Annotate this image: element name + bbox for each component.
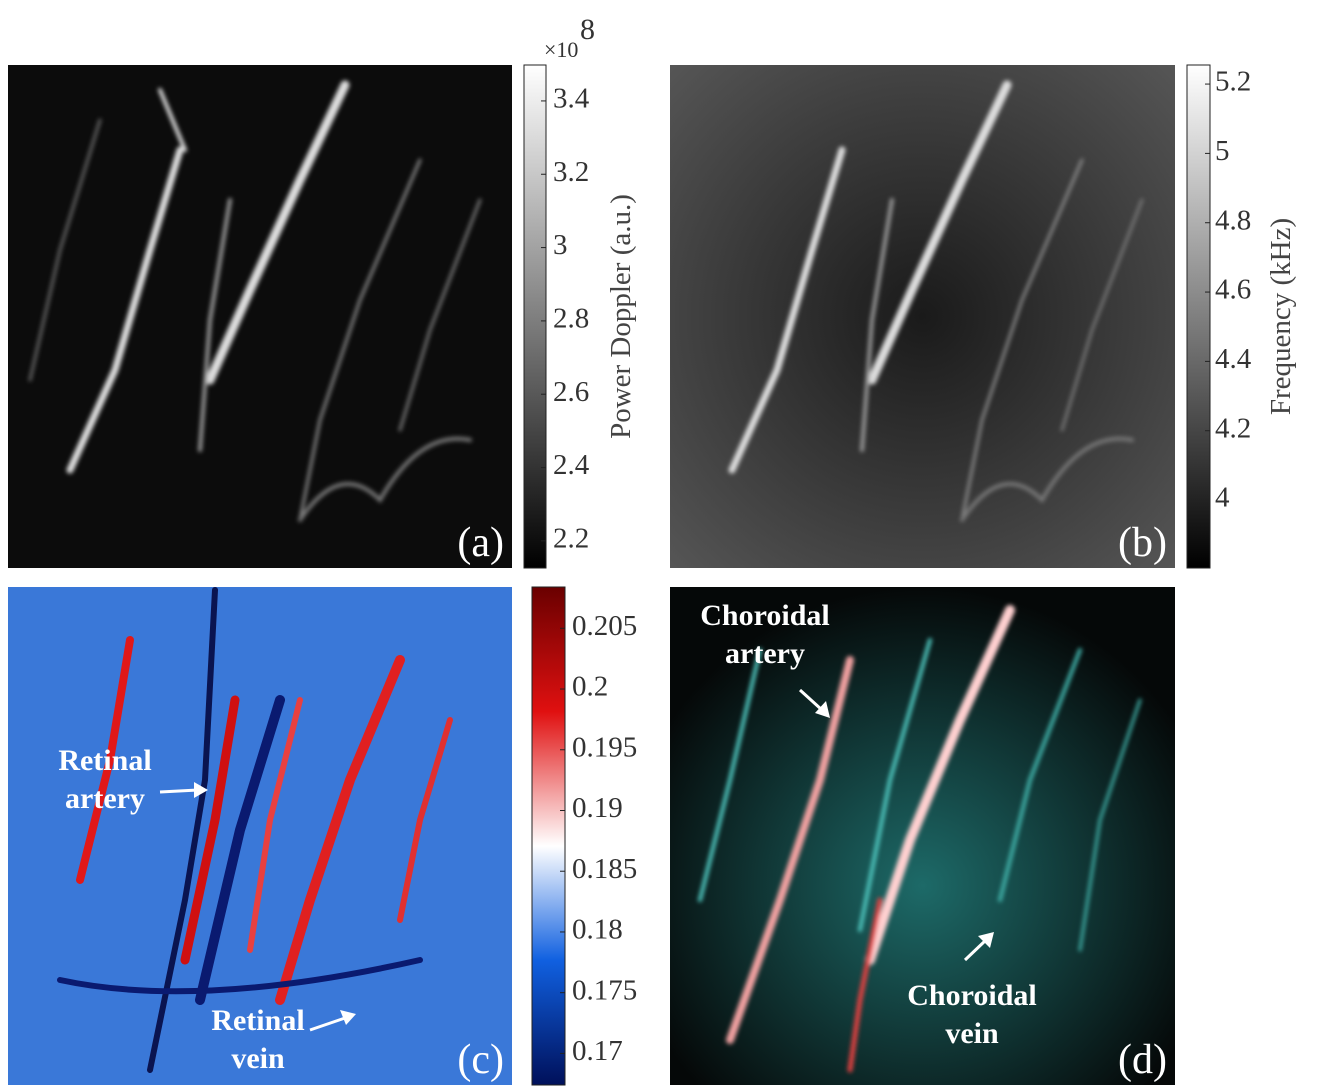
colorbar	[531, 586, 566, 1086]
colorbar-tick-label: 5.2	[1215, 66, 1251, 98]
colorbar	[1186, 64, 1211, 569]
colorbar-tick-label: 4.2	[1215, 412, 1251, 444]
image-c	[8, 587, 512, 1085]
annotation: artery	[725, 637, 805, 670]
colorbar-label: Frequency (kHz)	[1265, 218, 1297, 415]
colorbar-tick-label: 5	[1215, 135, 1230, 167]
colorbar-tick-label: 2.2	[553, 523, 589, 555]
colorbar-tick-label: 4.6	[1215, 274, 1251, 306]
annotation: vein	[945, 1017, 999, 1050]
scale-base: ×10	[544, 37, 578, 62]
colorbar-tick-label: 4.8	[1215, 204, 1251, 236]
image-a	[8, 65, 512, 568]
colorbar	[523, 64, 547, 569]
colorbar-tick-label: 2.4	[553, 449, 590, 481]
colorbar-tick-label: 0.19	[572, 792, 623, 824]
colorbar-tick-label: 0.205	[572, 610, 637, 642]
colorbar-tick-label: 0.18	[572, 914, 623, 946]
annotation: Choroidal	[907, 979, 1036, 1012]
panel-label: (c)	[457, 1037, 504, 1083]
colorbar-tick-label: 0.2	[572, 671, 608, 703]
colorbar-tick-label: 0.17	[572, 1035, 623, 1067]
annotation: Retinal	[58, 744, 151, 777]
annotation: Choroidal	[700, 599, 829, 632]
colorbar-tick-label: 3.4	[553, 83, 590, 115]
panel-label: (b)	[1118, 520, 1167, 566]
annotation: vein	[231, 1042, 285, 1075]
colorbar-label: Power Doppler (a.u.)	[605, 194, 637, 439]
panel-label: (a)	[457, 520, 504, 566]
colorbar-tick-label: 0.175	[572, 974, 637, 1006]
colorbar-tick-label: 2.6	[553, 376, 589, 408]
arrows	[159, 688, 994, 1032]
colorbar-tick-label: 3.2	[553, 156, 589, 188]
scale-exponent: 8	[580, 13, 595, 46]
image-b	[670, 65, 1175, 568]
annotation: Retinal	[211, 1004, 304, 1037]
colorbar-tick-label: 0.195	[572, 731, 637, 763]
image-d	[670, 587, 1175, 1085]
colorbar-tick-label: 2.8	[553, 303, 589, 335]
panel-label: (d)	[1118, 1037, 1167, 1083]
colorbar-tick-label: 4.4	[1215, 343, 1252, 375]
annotation: artery	[65, 782, 145, 815]
colorbar-tick-label: 0.185	[572, 853, 637, 885]
colorbar-tick-label: 4	[1215, 482, 1230, 514]
colorbar-tick-label: 3	[553, 229, 568, 261]
